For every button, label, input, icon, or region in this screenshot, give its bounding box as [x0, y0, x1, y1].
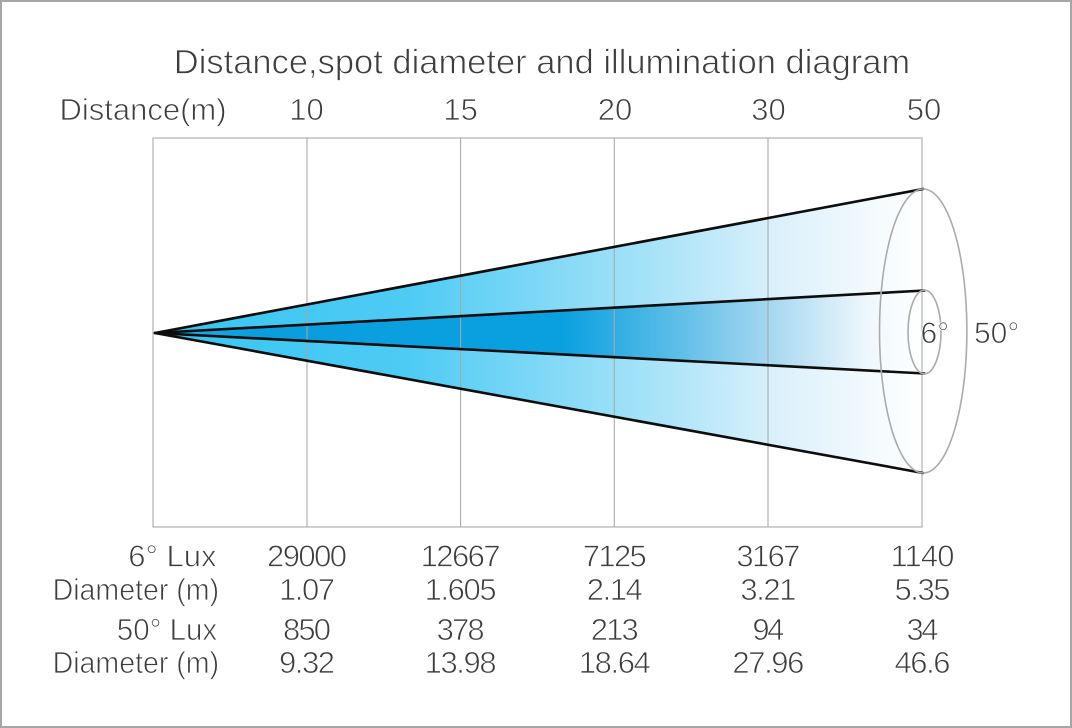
svg-text:13.98: 13.98 [425, 645, 497, 680]
svg-text:Diameter (m): Diameter (m) [53, 572, 220, 607]
svg-text:50: 50 [907, 92, 941, 127]
svg-text:10: 10 [289, 92, 323, 127]
svg-text:20: 20 [598, 92, 632, 127]
svg-text:50°: 50° [974, 317, 1019, 350]
svg-text:378: 378 [437, 612, 485, 647]
svg-text:3.21: 3.21 [740, 572, 796, 607]
svg-text:12667: 12667 [421, 539, 501, 574]
svg-text:6° Lux: 6° Lux [128, 539, 217, 574]
svg-text:3167: 3167 [736, 539, 800, 574]
svg-text:9.32: 9.32 [279, 645, 335, 680]
svg-text:Distance(m): Distance(m) [60, 92, 227, 127]
svg-text:46.6: 46.6 [895, 645, 951, 680]
svg-text:27.96: 27.96 [732, 645, 804, 680]
svg-text:50° Lux: 50° Lux [117, 612, 218, 647]
svg-text:7125: 7125 [583, 539, 647, 574]
svg-text:Diameter (m): Diameter (m) [53, 645, 220, 680]
svg-text:Distance,spot diameter and ill: Distance,spot diameter and illumination … [174, 44, 910, 82]
svg-text:15: 15 [443, 92, 477, 127]
svg-text:1.605: 1.605 [425, 572, 497, 607]
svg-text:29000: 29000 [267, 539, 347, 574]
svg-text:5.35: 5.35 [895, 572, 951, 607]
svg-text:18.64: 18.64 [579, 645, 651, 680]
svg-text:94: 94 [752, 612, 784, 647]
svg-text:6°: 6° [921, 317, 950, 350]
svg-text:1140: 1140 [891, 539, 955, 574]
svg-text:34: 34 [907, 612, 939, 647]
svg-text:850: 850 [283, 612, 331, 647]
svg-text:213: 213 [591, 612, 639, 647]
svg-text:30: 30 [751, 92, 785, 127]
svg-text:1.07: 1.07 [279, 572, 335, 607]
svg-text:2.14: 2.14 [587, 572, 643, 607]
